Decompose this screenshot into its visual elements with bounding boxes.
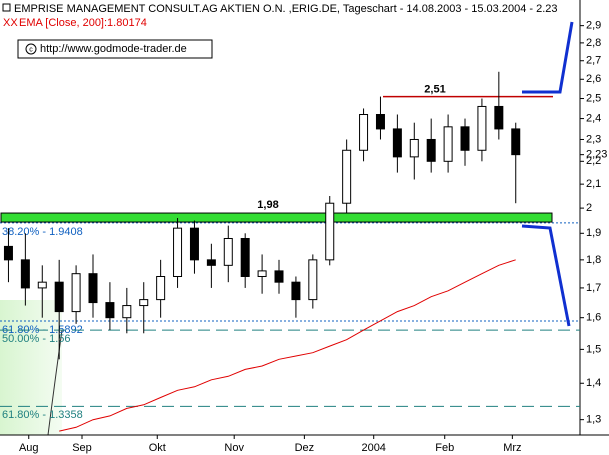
candle-body	[392, 128, 402, 158]
bg-shade	[0, 300, 62, 435]
y-tick-label: 2	[586, 202, 592, 214]
candle-body	[342, 149, 352, 204]
candle-body	[88, 273, 98, 304]
candle-body	[20, 259, 30, 289]
candle-body	[460, 126, 470, 151]
candle-body	[3, 245, 13, 261]
projection-down	[521, 224, 571, 327]
x-tick-label: Mrz	[503, 442, 521, 454]
x-tick-label: Nov	[224, 442, 244, 454]
y-tick-label: 2,3	[586, 133, 601, 145]
candle-body	[189, 227, 199, 261]
candle-body	[156, 275, 166, 301]
y-tick-label: 1,5	[586, 343, 601, 355]
copyright-url: http://www.godmode-trader.de	[40, 43, 187, 55]
candle-body	[375, 114, 385, 130]
y-tick-label: 1,9	[586, 227, 601, 239]
x-tick-label: Feb	[435, 442, 454, 454]
candle-body	[54, 281, 64, 313]
candle-body	[71, 273, 81, 313]
y-tick-label: 1,3	[586, 414, 601, 426]
copyright-icon	[25, 43, 37, 55]
candle-body	[477, 105, 487, 151]
candle-body	[359, 114, 369, 151]
candle-body	[443, 126, 453, 162]
candle-body	[426, 138, 436, 162]
candle-body	[139, 299, 149, 307]
fib-label: 38.20% - 1.9408	[2, 226, 83, 238]
x-tick-label: Aug	[19, 442, 39, 454]
indicator-icon: XX	[3, 17, 18, 29]
y-tick-label: 2,6	[586, 73, 601, 85]
support-band	[0, 212, 553, 223]
fib-label: 50.00% - 1.56	[2, 333, 71, 345]
candle-body	[274, 270, 284, 283]
y-tick-label: 2,7	[586, 55, 601, 67]
resistance-label: 2,51	[424, 83, 445, 95]
candle-body	[173, 227, 183, 277]
candle-body	[409, 138, 419, 158]
copyright-box	[17, 39, 213, 59]
y-tick-label: 2,1	[586, 178, 601, 190]
y-tick-label: 1,7	[586, 282, 601, 294]
x-tick-label: Dez	[295, 442, 315, 454]
candle-body	[291, 281, 301, 301]
copyright-c: c	[29, 46, 33, 53]
x-tick-label: 2004	[361, 442, 385, 454]
fib-label: 61.80% - 1.3358	[2, 409, 83, 421]
support-label: 1,98	[257, 199, 278, 211]
y-tick-label: 2,2	[586, 155, 601, 167]
y-tick-label: 1,4	[586, 377, 601, 389]
candle-body	[511, 128, 521, 156]
y-tick-label: 2,4	[586, 112, 601, 124]
y-tick-label: 1,8	[586, 254, 601, 266]
ema-line	[59, 259, 516, 432]
projection-up	[522, 21, 574, 94]
candle-body	[122, 305, 132, 319]
x-tick-label: Sep	[72, 442, 92, 454]
candle-body	[325, 202, 335, 261]
candle-body	[206, 259, 216, 266]
y-tick-label: 2,8	[586, 37, 601, 49]
last-price-label: 2,23	[586, 149, 607, 161]
candle-body	[240, 237, 250, 277]
candle-body	[105, 302, 115, 319]
candle-body	[308, 259, 318, 301]
candle-body	[223, 237, 233, 266]
y-tick-label: 2,9	[586, 20, 601, 32]
icon	[2, 3, 11, 12]
x-tick-label: Okt	[149, 442, 166, 454]
candle-body	[37, 281, 47, 289]
candle-body	[257, 270, 267, 277]
y-tick-label: 1,6	[586, 312, 601, 324]
y-tick-label: 2,5	[586, 92, 601, 104]
decor-curve	[47, 329, 63, 436]
candle-body	[494, 105, 504, 130]
indicator-label: EMA [Close, 200]:1.80174	[19, 17, 147, 29]
chart-title: EMPRISE MANAGEMENT CONSULT.AG AKTIEN O.N…	[14, 3, 558, 15]
